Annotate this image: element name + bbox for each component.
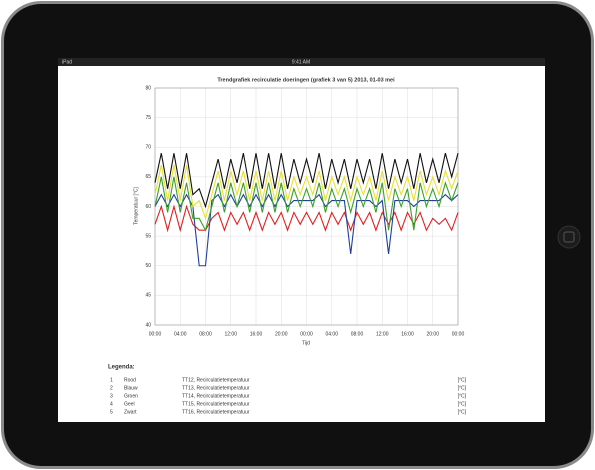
legend-color: Blauw [124,385,138,391]
legend-color: Geel [124,401,135,407]
legend-number: 5 [110,409,113,415]
x-tick-label: 16:00 [401,331,414,337]
y-tick-label: 45 [145,293,151,299]
legend-color: Groen [124,393,138,399]
home-button[interactable] [558,226,580,248]
legend-unit: [°C] [458,385,467,391]
legend-color: Zwart [124,409,137,415]
x-tick-label: 16:00 [250,331,263,337]
x-axis-label: Tijd [302,340,310,346]
screenshot: iPad 9:41 AM Trendgrafiek recirculatie d… [0,0,595,470]
x-tick-label: 08:00 [199,331,212,337]
legend-description: TT15, Recirculatietemperatuur [182,401,250,407]
chart-title: Trendgrafiek recirculatie doeringen (gra… [217,77,395,83]
x-tick-label: 20:00 [275,331,288,337]
x-tick-label: 00:00 [300,331,313,337]
y-tick-label: 40 [145,322,151,328]
legend-unit: [°C] [458,401,467,407]
legend-number: 1 [110,377,113,383]
legend-unit: [°C] [458,409,467,415]
x-tick-label: 00:00 [149,331,162,337]
x-tick-label: 00:00 [452,331,465,337]
legend-description: TT12, Recirculatietemperatuur [182,377,250,383]
y-tick-label: 80 [145,85,151,91]
y-tick-label: 70 [145,145,151,151]
x-tick-label: 08:00 [351,331,364,337]
device-name: iPad [62,59,72,65]
y-tick-label: 50 [145,263,151,269]
legend-title: Legenda: [108,365,135,371]
legend-number: 4 [110,401,113,407]
y-axis-label: Temperatuur [°C] [133,186,139,224]
legend-unit: [°C] [458,393,467,399]
legend-number: 3 [110,393,113,399]
x-tick-label: 12:00 [224,331,237,337]
x-tick-label: 12:00 [376,331,389,337]
legend-description: TT14, Recirculatietemperatuur [182,393,250,399]
y-tick-label: 75 [145,115,151,121]
y-tick-label: 60 [145,204,151,210]
legend-number: 2 [110,385,113,391]
legend-unit: [°C] [458,377,467,383]
legend-color: Rood [124,377,136,383]
x-tick-label: 04:00 [174,331,187,337]
legend-description: TT13, Recirculatietemperatuur [182,385,250,391]
y-tick-label: 55 [145,233,151,239]
x-tick-label: 20:00 [426,331,439,337]
clock: 9:41 AM [292,59,310,65]
legend-description: TT16, Recirculatietemperatuur [182,409,250,415]
y-tick-label: 65 [145,174,151,180]
x-tick-label: 04:00 [325,331,338,337]
